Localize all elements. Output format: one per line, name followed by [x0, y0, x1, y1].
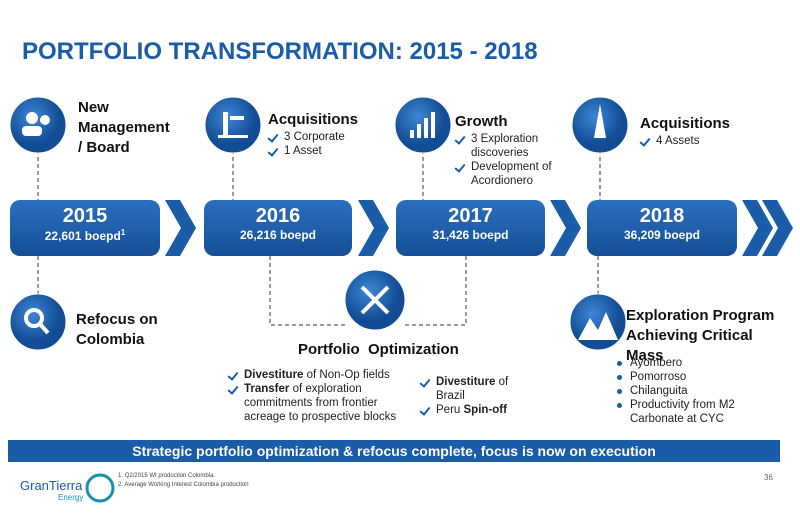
logo-name: GranTierra — [20, 478, 83, 493]
footnotes: 1. Q2/2015 WI production Colombia. 2. Av… — [118, 472, 249, 490]
production: 36,209 boepd — [623, 228, 701, 242]
timeline-box: 2015 22,601 boepd1 — [10, 200, 160, 256]
bullet: Productivity from M2 Carbonate at CYC — [614, 398, 764, 426]
footnote-marker: 1. — [118, 473, 124, 479]
year: 2016 — [255, 205, 301, 227]
footnote: 1. Q2/2015 WI production Colombia. — [118, 472, 249, 481]
timeline-box: 2018 36,209 boepd — [587, 200, 737, 256]
page-number: 36 — [764, 473, 773, 482]
heading: Acquisitions — [640, 115, 731, 132]
bullet: Transfer of exploration commitments from… — [228, 382, 413, 424]
production: 22,601 boepd1 — [10, 228, 160, 243]
bullets: Divestiture of Brazil Peru Spin-off — [420, 375, 540, 417]
footnote-text: Q2/2015 WI production Colombia. — [124, 473, 216, 479]
production: 26,216 boepd — [239, 228, 317, 242]
footnote-ref: 1 — [120, 228, 126, 237]
bullet-part: of exploration commitments from frontier… — [244, 383, 397, 423]
footnote-text: Average Working Interest Colombia produc… — [124, 482, 249, 488]
heading: Growth — [455, 113, 508, 130]
bullet-part: Transfer — [244, 383, 290, 395]
bullets: 3 Corporate 1 Asset — [268, 130, 388, 158]
production-value: 22,601 boepd — [44, 229, 121, 243]
bullet: 3 Exploration discoveries — [455, 132, 575, 160]
banner: Strategic portfolio optimization & refoc… — [8, 440, 780, 462]
year: 2015 — [62, 205, 108, 227]
bullets: Ayombero Pomorroso Chilanguita Productivity… — [614, 356, 764, 426]
heading: Exploration Program Achieving Critical M… — [626, 307, 775, 364]
year: 2017 — [448, 205, 493, 227]
bullet: 4 Assets — [640, 134, 760, 148]
milestone: Acquisitions 4 Assets — [640, 114, 760, 148]
bullet: Peru Spin-off — [420, 403, 540, 417]
heading: New Management / Board — [78, 99, 170, 156]
bullet: Development of Acordionero — [455, 160, 575, 188]
bullets: 4 Assets — [640, 134, 760, 148]
bullet-part: Divestiture — [436, 376, 496, 388]
bullet-part: Peru — [436, 404, 464, 416]
bullets: Divestiture of Non-Op fields Transfer of … — [228, 368, 413, 424]
bullet: Divestiture of Brazil — [420, 375, 540, 403]
bullet: Ayombero — [614, 356, 764, 370]
year: 2018 — [639, 205, 685, 227]
bullet-part: of Brazil — [436, 376, 509, 402]
bullet-part: Spin-off — [463, 404, 507, 416]
title: PORTFOLIO TRANSFORMATION: 2015 - 2018 — [22, 38, 538, 65]
footnote-marker: 2. — [118, 482, 124, 488]
timeline-box: 2016 26,216 boepd — [204, 200, 352, 256]
bullet-part: Divestiture — [244, 369, 304, 381]
bullet: Pomorroso — [614, 370, 764, 384]
bullet: Divestiture of Non-Op fields — [228, 368, 413, 382]
heading: Portfolio Optimization — [298, 341, 459, 358]
timeline-box: 2017 31,426 boepd — [396, 200, 545, 256]
milestone: Acquisitions 3 Corporate 1 Asset — [268, 110, 388, 158]
bullets: 3 Exploration discoveries Development of … — [455, 132, 575, 188]
logo-sub: Energy — [58, 493, 84, 502]
bullet: 3 Corporate — [268, 130, 388, 144]
bullet: 1 Asset — [268, 144, 388, 158]
heading: Acquisitions — [268, 111, 359, 128]
bullet-part: of Non-Op fields — [303, 369, 390, 381]
milestone: Growth 3 Exploration discoveries Developme… — [455, 112, 575, 188]
production: 31,426 boepd — [432, 228, 509, 242]
footnote: 2. Average Working Interest Colombia pro… — [118, 481, 249, 490]
heading: Refocus on Colombia — [76, 311, 158, 348]
bullet: Chilanguita — [614, 384, 764, 398]
